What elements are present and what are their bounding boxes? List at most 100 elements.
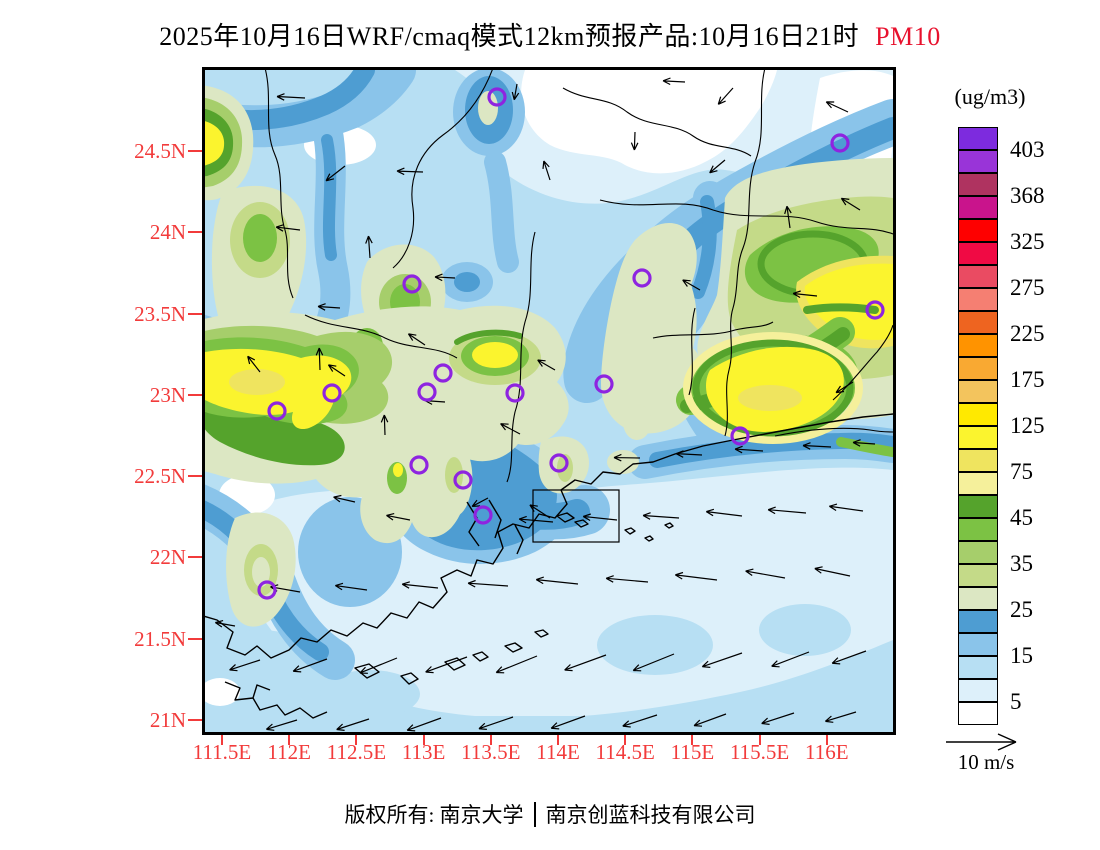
lon-tick	[489, 735, 492, 745]
wind-vector	[613, 453, 641, 462]
coastline	[205, 413, 893, 719]
lon-tick	[825, 735, 828, 745]
wind-vector	[500, 423, 521, 435]
wind-vector	[693, 713, 727, 727]
lat-tick	[188, 475, 202, 478]
wind-vector	[564, 654, 607, 672]
wind-vector	[605, 575, 649, 583]
legend-unit: (ug/m3)	[954, 84, 1026, 109]
legend-level-label: 75	[1010, 459, 1033, 484]
station-ring-marker	[632, 268, 652, 288]
wind-vector	[662, 77, 686, 86]
page-title: 2025年10月16日WRF/cmaq模式12km预报产品:10月16日21时 P…	[0, 16, 1100, 53]
wind-vector	[511, 83, 520, 101]
legend-swatch	[958, 311, 998, 334]
legend-swatch	[958, 242, 998, 265]
wind-vector	[471, 497, 489, 508]
wind-vector	[214, 620, 236, 628]
wind-vector	[275, 224, 301, 232]
wind-vector	[434, 273, 456, 282]
title-text: 2025年10月16日WRF/cmaq模式12km预报产品:10月16日21时	[159, 22, 860, 51]
station-ring-marker	[505, 383, 525, 403]
wind-vector	[425, 656, 468, 674]
station-markers	[257, 87, 885, 600]
legend-swatch	[958, 656, 998, 679]
station-ring-marker	[830, 133, 850, 153]
legend-level-label: 25	[1010, 597, 1033, 622]
wind-vector	[359, 657, 398, 674]
lat-tick-label: 24.5N	[134, 139, 186, 163]
lon-tick	[422, 735, 425, 745]
legend-level-label: 325	[1010, 229, 1045, 254]
legend-swatch	[958, 587, 998, 610]
legend-level-label: 275	[1010, 275, 1045, 300]
lat-tick-label: 24N	[149, 220, 186, 245]
wind-reference-arrow	[946, 733, 1017, 751]
wind-vector	[675, 571, 718, 581]
wind-vector	[266, 719, 298, 731]
lat-tick	[188, 556, 202, 559]
station-ring-marker	[865, 300, 885, 320]
lat-tick	[188, 393, 202, 396]
lat-tick-label: 22N	[149, 545, 186, 570]
legend-swatch	[958, 173, 998, 196]
wind-vector	[542, 160, 551, 181]
wind-vector	[835, 381, 854, 394]
wind-vector	[745, 568, 786, 579]
legend-level-label: 225	[1010, 321, 1045, 346]
wind-vector	[518, 515, 554, 524]
map-frame	[202, 67, 896, 735]
legend-level-label: 45	[1010, 505, 1033, 530]
wind-vector	[292, 658, 328, 673]
wind-vector	[682, 279, 701, 291]
wind-vector	[229, 659, 261, 672]
pollutant-label: PM10	[875, 22, 941, 51]
lat-tick-label: 23.5N	[134, 301, 186, 326]
footer-left: 版权所有: 南京大学	[344, 803, 524, 827]
wind-vector	[630, 131, 639, 151]
wind-vector	[831, 650, 867, 665]
station-ring-marker	[487, 87, 507, 107]
wind-vector	[396, 167, 424, 176]
wind-vector	[325, 165, 346, 182]
lon-tick	[624, 735, 627, 745]
wind-vector	[784, 205, 792, 229]
station-ring-marker	[257, 580, 277, 600]
wind-vector	[478, 716, 514, 730]
station-ring-marker	[730, 426, 750, 446]
forecast-map	[205, 70, 893, 732]
lat-tick	[188, 719, 202, 722]
wind-vector	[701, 652, 743, 668]
wind-vector	[840, 197, 861, 211]
wind-vector	[529, 504, 551, 519]
legend-swatch	[958, 426, 998, 449]
legend-swatch	[958, 679, 998, 702]
lat-tick	[188, 231, 202, 234]
legend-swatch	[958, 541, 998, 564]
legend-level-label: 403	[1010, 137, 1045, 162]
wind-vector	[537, 359, 556, 371]
lat-tick-label: 21N	[149, 708, 186, 733]
lat-tick	[188, 150, 202, 152]
station-ring-marker	[433, 363, 453, 383]
subregion-box	[532, 489, 620, 543]
legend-level-label: 15	[1010, 643, 1033, 668]
wind-vector	[334, 582, 368, 591]
lon-tick	[758, 735, 761, 745]
lon-tick	[355, 735, 358, 745]
legend-level-label: 35	[1010, 551, 1033, 576]
wind-vector	[767, 506, 807, 515]
lat-tick	[188, 637, 202, 640]
copyright-footer: 版权所有: 南京大学 南京创蓝科技有限公司	[0, 799, 1100, 829]
wind-vector	[365, 235, 373, 259]
wind-reference-label: 10 m/s	[957, 750, 1015, 774]
wind-vector	[761, 712, 795, 725]
station-ring-marker	[322, 383, 342, 403]
legend-swatch	[958, 610, 998, 633]
station-ring-marker	[267, 401, 287, 421]
legend-swatch	[958, 564, 998, 587]
wind-vector	[825, 711, 857, 723]
wind-vector	[705, 508, 743, 517]
legend-swatch	[958, 702, 998, 725]
wind-vector	[317, 303, 341, 311]
